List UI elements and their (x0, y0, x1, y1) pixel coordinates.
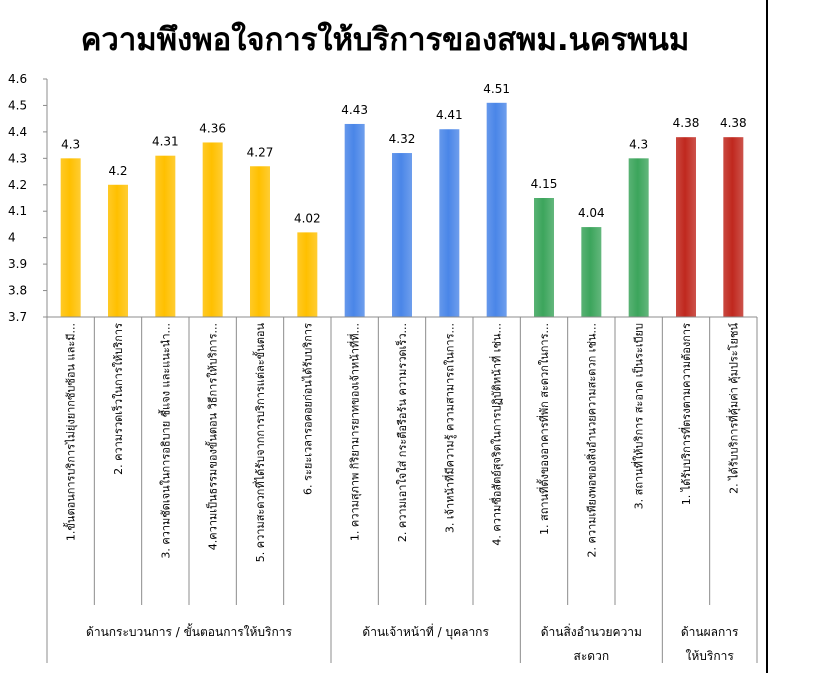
bar (202, 142, 223, 317)
category-label: 3. สถานที่ให้บริการ สะอาด เป็นระเบียบ (631, 323, 646, 509)
category-label: 3. ความชัดเจนในการอธิบาย ชี้แจง และแนะนำ… (157, 323, 172, 559)
group-label: ให้บริการ (686, 649, 735, 663)
bar-value-label: 4.31 (152, 135, 179, 149)
bar-value-label: 4.32 (389, 132, 416, 146)
bar-value-label: 4.3 (629, 137, 648, 151)
chart-title: ความพึงพอใจการให้บริการของสพม.นครพนม (80, 22, 690, 58)
bar-value-label: 4.43 (341, 103, 368, 117)
bar-value-label: 4.02 (294, 211, 321, 225)
category-label: 2. ได้รับบริการที่คุ้มค่า คุ้มประโยชน์ (725, 323, 740, 494)
y-tick-label: 4.5 (8, 98, 27, 112)
bar (344, 123, 365, 317)
bar (439, 129, 460, 317)
right-border (766, 0, 768, 673)
bar (486, 102, 507, 317)
bar (60, 158, 81, 317)
bar (250, 166, 270, 317)
y-tick-label: 4.2 (8, 178, 27, 192)
category-label: 1. สถานที่ตั้งของอาคารที่พัก สะดวกในการ.… (536, 323, 551, 535)
bar-value-label: 4.04 (578, 206, 605, 220)
y-tick-label: 4.1 (8, 204, 27, 218)
category-label: 1. ความสุภาพ กิริยามารยาทของเจ้าหน้าที่ท… (347, 323, 362, 541)
y-tick-label: 4.3 (8, 151, 27, 165)
bar-value-label: 4.3 (61, 137, 80, 151)
category-label: 2. ความเอาใจใส่ กระตือรือร้น ความรวดเร็ว… (395, 323, 409, 542)
bar (534, 198, 554, 317)
bar-value-label: 4.38 (673, 116, 700, 130)
bar (676, 137, 696, 317)
category-label: 1.ขั้นตอนการบริการไม่ยุ่งยากซับซ้อน และม… (63, 323, 78, 541)
category-label: 4. ความซื่อสัตย์สุจริตในการปฏิบัติหน้าที… (489, 323, 504, 546)
bar (155, 155, 176, 317)
category-label: 3. เจ้าหน้าที่มีความรู้ ความสามารถในการ.… (441, 323, 456, 533)
category-label: 4.ความเป็นธรรมของขั้นตอน วิธีการให้บริกา… (205, 323, 220, 550)
bar-value-label: 4.27 (247, 145, 274, 159)
category-label: 2. ความรวดเร็วในการให้บริการ (111, 323, 125, 475)
bar (297, 232, 318, 317)
category-label: 1. ได้รับบริการที่ตรงตามความต้องการ (678, 323, 693, 505)
bar (628, 158, 649, 317)
bar-value-label: 4.15 (531, 177, 558, 191)
bar-value-label: 4.2 (108, 164, 127, 178)
group-label: ด้านเจ้าหน้าที่ / บุคลากร (362, 623, 489, 640)
bar-value-label: 4.51 (483, 82, 510, 96)
group-label: ด้านกระบวนการ / ขั้นตอนการให้บริการ (86, 623, 292, 639)
group-label: ด้านผลการ (681, 625, 739, 639)
y-tick-label: 3.8 (8, 284, 27, 298)
bar-value-label: 4.36 (199, 121, 226, 135)
bar-value-label: 4.38 (720, 116, 747, 130)
y-tick-label: 4.4 (8, 125, 27, 139)
bar (581, 227, 602, 317)
category-label: 6. ระยะเวลารอคอยก่อนได้รับบริการ (301, 323, 314, 495)
bar (108, 184, 128, 317)
bar (392, 153, 412, 317)
bar-value-label: 4.41 (436, 108, 463, 122)
y-tick-label: 3.7 (8, 310, 27, 324)
y-tick-label: 3.9 (8, 257, 27, 271)
bar (723, 137, 744, 317)
y-tick-label: 4 (8, 231, 16, 245)
y-tick-label: 4.6 (8, 72, 27, 86)
category-label: 2. ความเพียงพอของสิ่งอำนวยความสะดวก เช่น… (583, 323, 598, 557)
group-label: สะดวก (574, 649, 610, 663)
group-label: ด้านสิ่งอำนวยความ (541, 623, 642, 639)
category-label: 5. ความสะดวกที่ได้รับจากการบริการแต่ละขั… (252, 323, 267, 563)
